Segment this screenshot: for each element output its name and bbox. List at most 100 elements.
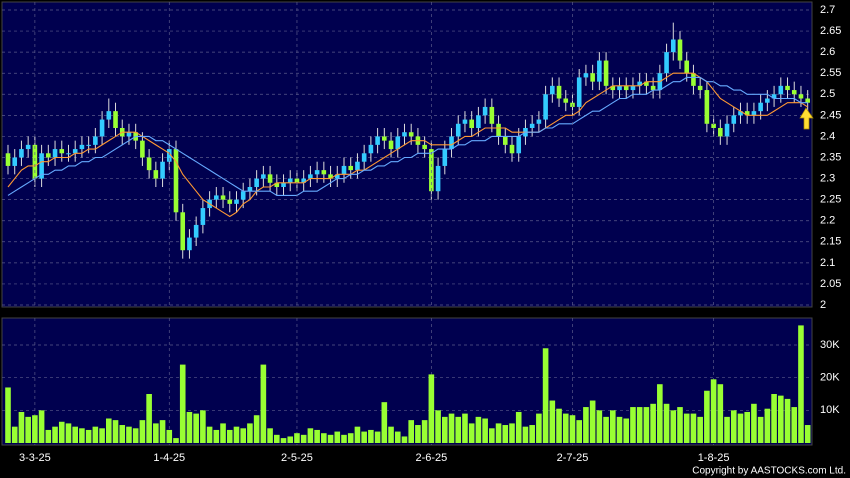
volume-bar — [327, 434, 334, 443]
volume-bar — [428, 374, 435, 443]
volume-bar — [596, 410, 603, 443]
volume-bar — [448, 413, 455, 443]
volume-bar — [72, 426, 78, 443]
candle-body — [509, 144, 515, 154]
volume-bar — [119, 425, 126, 443]
volume-bar — [139, 420, 146, 443]
candle-body — [738, 111, 743, 116]
volume-bar — [663, 403, 670, 443]
candle-body — [805, 98, 810, 103]
volume-bar — [126, 426, 132, 443]
volume-bar — [603, 416, 609, 443]
y-tick-label: 2.55 — [820, 67, 841, 79]
candle-body — [247, 187, 253, 192]
volume-bar — [294, 433, 300, 443]
candle-body — [93, 136, 98, 145]
candle-body — [583, 73, 589, 78]
candle-body — [267, 174, 273, 183]
volume-bar — [737, 413, 744, 443]
candle-body — [496, 123, 501, 137]
candle-body — [402, 132, 407, 137]
y-tick-label: 2.3 — [820, 172, 835, 184]
volume-bar — [106, 418, 112, 443]
candle-body — [637, 81, 642, 86]
candle-body — [697, 85, 703, 91]
volume-bar — [186, 411, 193, 443]
candle-body — [254, 178, 259, 187]
volume-bar — [25, 416, 31, 443]
y-tick-label: 30K — [820, 339, 840, 351]
volume-bar — [502, 425, 509, 443]
volume-bar — [206, 426, 213, 443]
volume-bar — [240, 428, 246, 443]
volume-bar — [166, 429, 173, 443]
moving-average-line — [7, 76, 808, 196]
candle-body — [556, 85, 562, 99]
copyright: Copyright by AASTOCKS.com Ltd. — [692, 466, 846, 477]
volume-bar — [757, 416, 764, 443]
candle-body — [684, 60, 690, 74]
volume-bar — [730, 410, 737, 443]
candle-body — [778, 85, 784, 95]
candle-body — [576, 77, 582, 107]
candle-body — [482, 106, 488, 116]
x-tick-label: 2-7-25 — [557, 452, 589, 464]
candle-body — [502, 136, 508, 145]
x-tick-label: 1-4-25 — [153, 452, 185, 464]
volume-bar — [300, 434, 307, 443]
volume-bar — [583, 407, 589, 443]
candle-body — [99, 119, 105, 137]
volume-bar — [260, 364, 267, 443]
volume-bar — [710, 379, 717, 443]
volume-bar — [435, 410, 441, 443]
candle-body — [718, 128, 723, 137]
candle-body — [449, 136, 454, 150]
candle-body — [536, 119, 542, 124]
volume-bar — [287, 436, 294, 443]
y-tick-label: 10K — [820, 404, 840, 416]
price-panel — [1, 1, 813, 308]
volume-bar — [354, 426, 361, 443]
volume-bar — [374, 431, 381, 443]
candle-body — [113, 111, 118, 128]
candle-body — [758, 102, 763, 112]
volume-bar — [401, 436, 408, 443]
volume-bar — [636, 407, 643, 443]
volume-bar — [179, 364, 186, 443]
candle-body — [395, 136, 401, 150]
volume-bar — [482, 418, 488, 443]
candle-body — [408, 132, 414, 137]
candle-body — [435, 165, 441, 192]
volume-bar — [92, 426, 99, 443]
y-tick-label: 20K — [820, 372, 840, 384]
volume-bar — [515, 411, 522, 443]
volume-bar — [408, 420, 414, 443]
x-tick-label: 2-5-25 — [281, 452, 313, 464]
candle-body — [798, 94, 804, 99]
candle-body — [731, 115, 737, 124]
candle-body — [240, 191, 246, 200]
volume-bar — [549, 400, 556, 443]
candle-body — [261, 174, 266, 179]
candle-body — [442, 149, 448, 166]
candle-body — [650, 85, 656, 91]
volume-bar — [200, 410, 206, 443]
candle-body — [597, 60, 602, 82]
volume-bar — [421, 420, 428, 443]
volume-bar — [58, 421, 65, 443]
volume-bar — [173, 438, 179, 443]
candle-body — [200, 208, 206, 225]
y-tick-label: 2.35 — [820, 151, 841, 163]
moving-average-line — [7, 72, 808, 218]
candle-body — [52, 149, 58, 158]
y-tick-label: 2.5 — [820, 88, 835, 100]
volume-panel — [1, 317, 813, 446]
volume-bar — [475, 416, 482, 443]
candle-body — [234, 199, 239, 204]
volume-bar — [784, 398, 791, 443]
candle-body — [146, 157, 152, 171]
candle-body — [193, 224, 199, 238]
volume-bar — [489, 428, 495, 443]
x-tick-label: 3-3-25 — [19, 452, 51, 464]
